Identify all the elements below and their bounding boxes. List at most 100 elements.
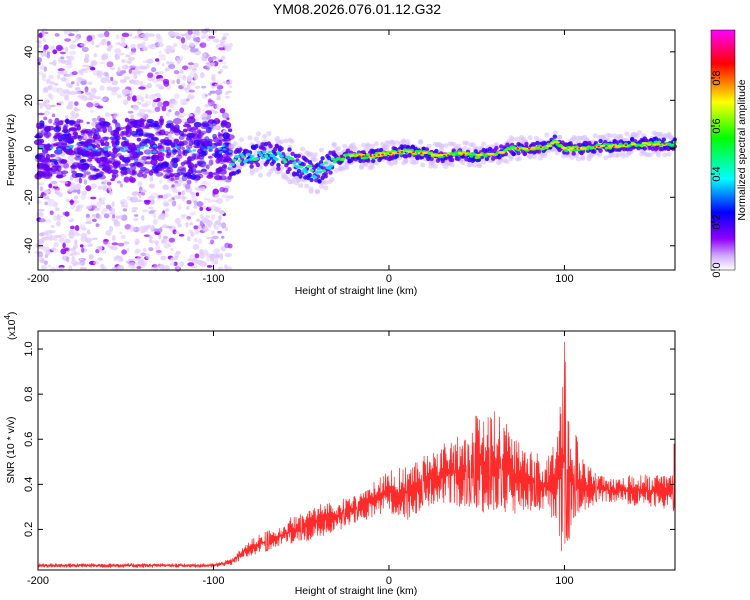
ridge-halo	[369, 143, 375, 149]
ridge-body	[456, 156, 461, 162]
noise-blob	[45, 78, 51, 84]
noise-blob	[45, 104, 52, 110]
noise-core-blob	[138, 118, 145, 125]
ridge-body	[345, 155, 351, 160]
noise-blob	[42, 38, 47, 43]
noise-blob	[206, 64, 212, 69]
noise-blob	[161, 105, 167, 112]
ridge-core	[564, 149, 569, 153]
ridge-halo	[552, 130, 558, 136]
colorbar-tick-label: 0.0	[711, 262, 723, 277]
noise-blob	[120, 234, 126, 239]
ridge-core	[318, 170, 323, 174]
noise-blob	[218, 221, 222, 227]
noise-blob	[75, 88, 82, 94]
noise-blob	[169, 262, 175, 266]
ridge-core	[315, 170, 319, 174]
noise-core-blob	[67, 139, 75, 144]
noise-blob	[157, 42, 164, 48]
noise-blob	[155, 71, 159, 75]
noise-blob	[40, 264, 48, 270]
noise-blob	[106, 86, 113, 91]
noise-blob	[50, 225, 55, 228]
ridge-halo	[394, 140, 400, 146]
noise-blob	[103, 30, 110, 38]
noise-core-blob	[37, 157, 43, 163]
noise-core-blob	[214, 153, 221, 159]
ridge-body	[287, 147, 292, 152]
ridge-core	[255, 157, 260, 161]
noise-blob	[111, 91, 118, 96]
noise-blob	[37, 245, 46, 250]
noise-core-blob	[170, 125, 176, 130]
ridge-body	[345, 148, 351, 153]
ridge-halo	[323, 185, 329, 191]
noise-blob	[45, 219, 52, 224]
noise-blob	[121, 42, 127, 48]
noise-blob	[130, 104, 137, 109]
noise-core-blob	[129, 169, 138, 176]
noise-blob	[224, 242, 230, 249]
noise-blob	[151, 67, 157, 73]
noise-fleck	[152, 150, 157, 153]
ridge-hotspot	[630, 143, 637, 146]
noise-blob	[134, 34, 142, 39]
noise-blob	[140, 189, 147, 193]
noise-blob	[80, 69, 84, 76]
noise-blob	[213, 103, 218, 109]
noise-blob	[206, 256, 210, 262]
noise-blob	[174, 183, 182, 187]
noise-blob	[219, 254, 223, 261]
noise-blob	[111, 242, 119, 246]
ridge-halo	[662, 152, 668, 158]
noise-blob	[105, 230, 112, 236]
noise-blob	[168, 102, 175, 109]
noise-blob	[116, 255, 123, 259]
ridge-core	[329, 164, 334, 168]
ridge-halo	[504, 159, 510, 165]
noise-core-blob	[222, 132, 230, 140]
noise-blob	[106, 181, 112, 186]
noise-blob	[138, 108, 146, 115]
noise-blob	[74, 225, 80, 232]
noise-blob	[111, 234, 116, 242]
ridge-halo	[439, 143, 445, 149]
noise-fleck	[209, 146, 213, 150]
noise-blob	[94, 207, 101, 212]
noise-blob	[108, 225, 114, 232]
noise-core-blob	[58, 120, 64, 126]
noise-blob	[214, 253, 220, 259]
ridge-body	[552, 134, 557, 139]
noise-blob	[162, 100, 170, 107]
noise-core-blob	[208, 148, 213, 153]
noise-core-blob	[72, 131, 79, 137]
noise-blob	[47, 84, 53, 91]
noise-blob	[70, 204, 76, 210]
noise-blob	[54, 33, 60, 37]
ridge-halo	[460, 160, 466, 166]
ridge-hotspot	[642, 142, 648, 145]
noise-blob	[102, 207, 109, 212]
noise-blob	[44, 260, 48, 266]
noise-blob	[186, 75, 193, 82]
noise-core-blob	[112, 119, 118, 124]
ridge-peak	[361, 155, 365, 158]
noise-blob	[116, 215, 123, 219]
noise-core-blob	[184, 121, 190, 126]
noise-blob	[133, 73, 138, 80]
noise-blob	[148, 183, 155, 189]
noise-blob	[65, 256, 70, 263]
noise-blob	[103, 71, 108, 77]
noise-blob	[140, 252, 147, 257]
ridge-core	[469, 154, 474, 158]
noise-blob	[117, 66, 121, 73]
ridge-halo	[615, 152, 622, 158]
ridge-halo	[247, 135, 253, 141]
noise-core-blob	[100, 142, 105, 146]
noise-blob	[110, 76, 114, 82]
noise-blob	[91, 237, 99, 241]
noise-blob	[108, 212, 116, 215]
noise-core-blob	[211, 119, 217, 127]
noise-blob	[86, 121, 90, 125]
